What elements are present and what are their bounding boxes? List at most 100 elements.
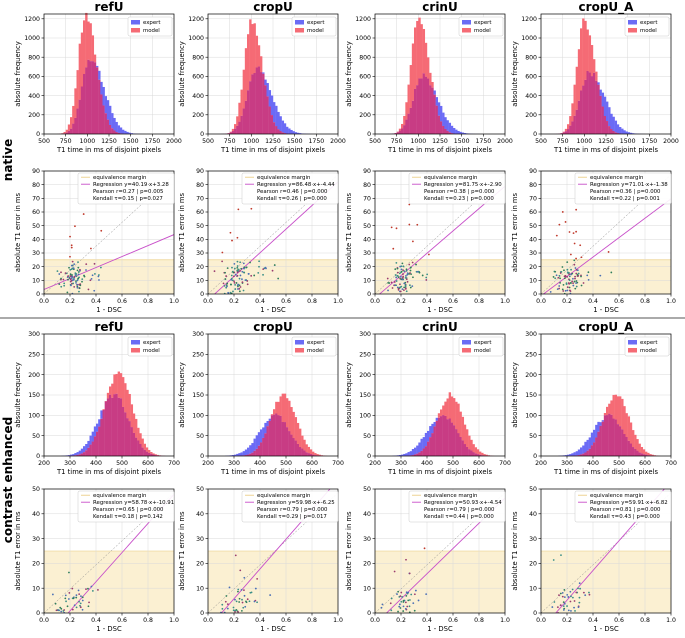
data-point [575, 285, 578, 288]
expert-bar [257, 432, 261, 446]
data-point [69, 273, 72, 276]
y-tick-label: 50 [529, 486, 537, 493]
overlap-bar [472, 452, 475, 456]
model-bar [466, 429, 469, 447]
regression-line [378, 185, 505, 294]
y-tick-label: 50 [196, 223, 204, 230]
overlap-bar [106, 398, 110, 456]
x-tick-label: 600 [306, 460, 318, 467]
expert-bar [279, 116, 282, 132]
x-tick-label: 300 [395, 460, 407, 467]
data-point [90, 585, 93, 588]
data-point [387, 289, 389, 292]
expert-bar [281, 120, 285, 133]
data-point [236, 236, 239, 239]
plot-area [541, 174, 671, 294]
data-point [69, 275, 72, 277]
data-point [405, 268, 408, 271]
overlap-bar [251, 452, 254, 456]
legend-entry-1: Regression y=81.75·x+-2.90 [424, 182, 502, 188]
panel-contrast-hist-cropU: cropU 200 300 400 500 600 700 0 50 100 150 200 250 30… [178, 320, 344, 476]
data-point [584, 594, 587, 597]
model-bar [586, 29, 589, 72]
panel-contrast-hist-cropU_A: cropU_A 200 300 400 500 600 700 0 50 100 150 200 250… [511, 320, 677, 476]
overlap-bar [111, 128, 114, 134]
expert-bar [416, 445, 419, 454]
x-axis-label: 1 - DSC [260, 306, 286, 314]
y-tick-label: 10 [529, 585, 537, 592]
expert-bar [70, 454, 73, 456]
legend-entry-0: equivalence margin [93, 493, 146, 499]
data-point [395, 276, 398, 279]
expert-bar [117, 125, 121, 133]
overlap-bar [74, 117, 77, 134]
expert-bar [446, 120, 449, 131]
overlap-bar [442, 415, 445, 456]
overlap-bar [93, 436, 97, 456]
data-point [76, 283, 79, 286]
overlap-bar [582, 85, 585, 134]
overlap-bar [457, 433, 460, 456]
overlap-bar [286, 427, 289, 456]
data-point [72, 597, 75, 600]
model-bar [139, 433, 142, 444]
legend-label-model: model [143, 28, 160, 34]
data-point [575, 280, 578, 282]
overlap-bar [634, 448, 637, 456]
expert-bar [244, 449, 248, 456]
legend-swatch-expert [628, 20, 637, 25]
overlap-bar [577, 455, 581, 456]
data-point [408, 263, 411, 266]
data-point [73, 278, 75, 281]
data-point [573, 280, 576, 283]
expert-bar [100, 81, 103, 95]
overlap-bar [418, 78, 421, 134]
data-point [235, 600, 238, 603]
data-point [240, 267, 243, 270]
data-point [256, 577, 259, 580]
expert-bar [440, 105, 443, 122]
y-tick-label: 100 [359, 413, 371, 420]
model-bar [301, 435, 304, 449]
y-tick-label: 1200 [24, 16, 40, 23]
data-point [409, 286, 412, 289]
data-point [396, 267, 399, 270]
data-point [242, 262, 245, 265]
expert-bar [288, 128, 291, 134]
x-tick-label: 700 [499, 460, 511, 467]
y-tick-label: 0 [36, 453, 40, 460]
data-point [236, 265, 239, 267]
legend-entry-0: equivalence margin [590, 493, 643, 499]
data-point [404, 284, 407, 287]
overlap-bar [270, 115, 274, 134]
data-point [225, 284, 228, 286]
data-point [380, 606, 383, 609]
x-tick-label: 0.8 [143, 617, 153, 624]
legend-entry-2: Pearson r=0.65 | p=0.000 [93, 507, 164, 513]
overlap-bar [597, 431, 600, 456]
panel-title: cropU_A [579, 0, 635, 15]
data-point [226, 282, 229, 285]
x-tick-label: 750 [60, 138, 72, 145]
y-tick-label: 800 [359, 54, 371, 61]
data-point [568, 286, 571, 289]
overlap-bar [431, 87, 434, 134]
x-tick-label: 0.4 [422, 298, 432, 305]
y-tick-label: 0 [367, 291, 371, 298]
legend-entry-1: Regression y=59.91·x+-6.82 [590, 500, 668, 506]
model-bar [307, 446, 311, 454]
data-point [250, 591, 253, 594]
x-axis-label: T1 time in ms of disjoint pixels [553, 468, 658, 476]
y-axis-label: absolute T1 error in ms [511, 511, 519, 591]
data-point [75, 596, 78, 599]
overlap-bar [608, 413, 611, 456]
model-bar [562, 131, 566, 133]
axes-frame [540, 170, 672, 295]
data-point [256, 601, 258, 604]
model-bar [231, 128, 235, 132]
expert-bar [575, 451, 579, 456]
model-bar [632, 430, 635, 448]
overlap-bar [264, 85, 267, 134]
model-bar [113, 374, 116, 395]
